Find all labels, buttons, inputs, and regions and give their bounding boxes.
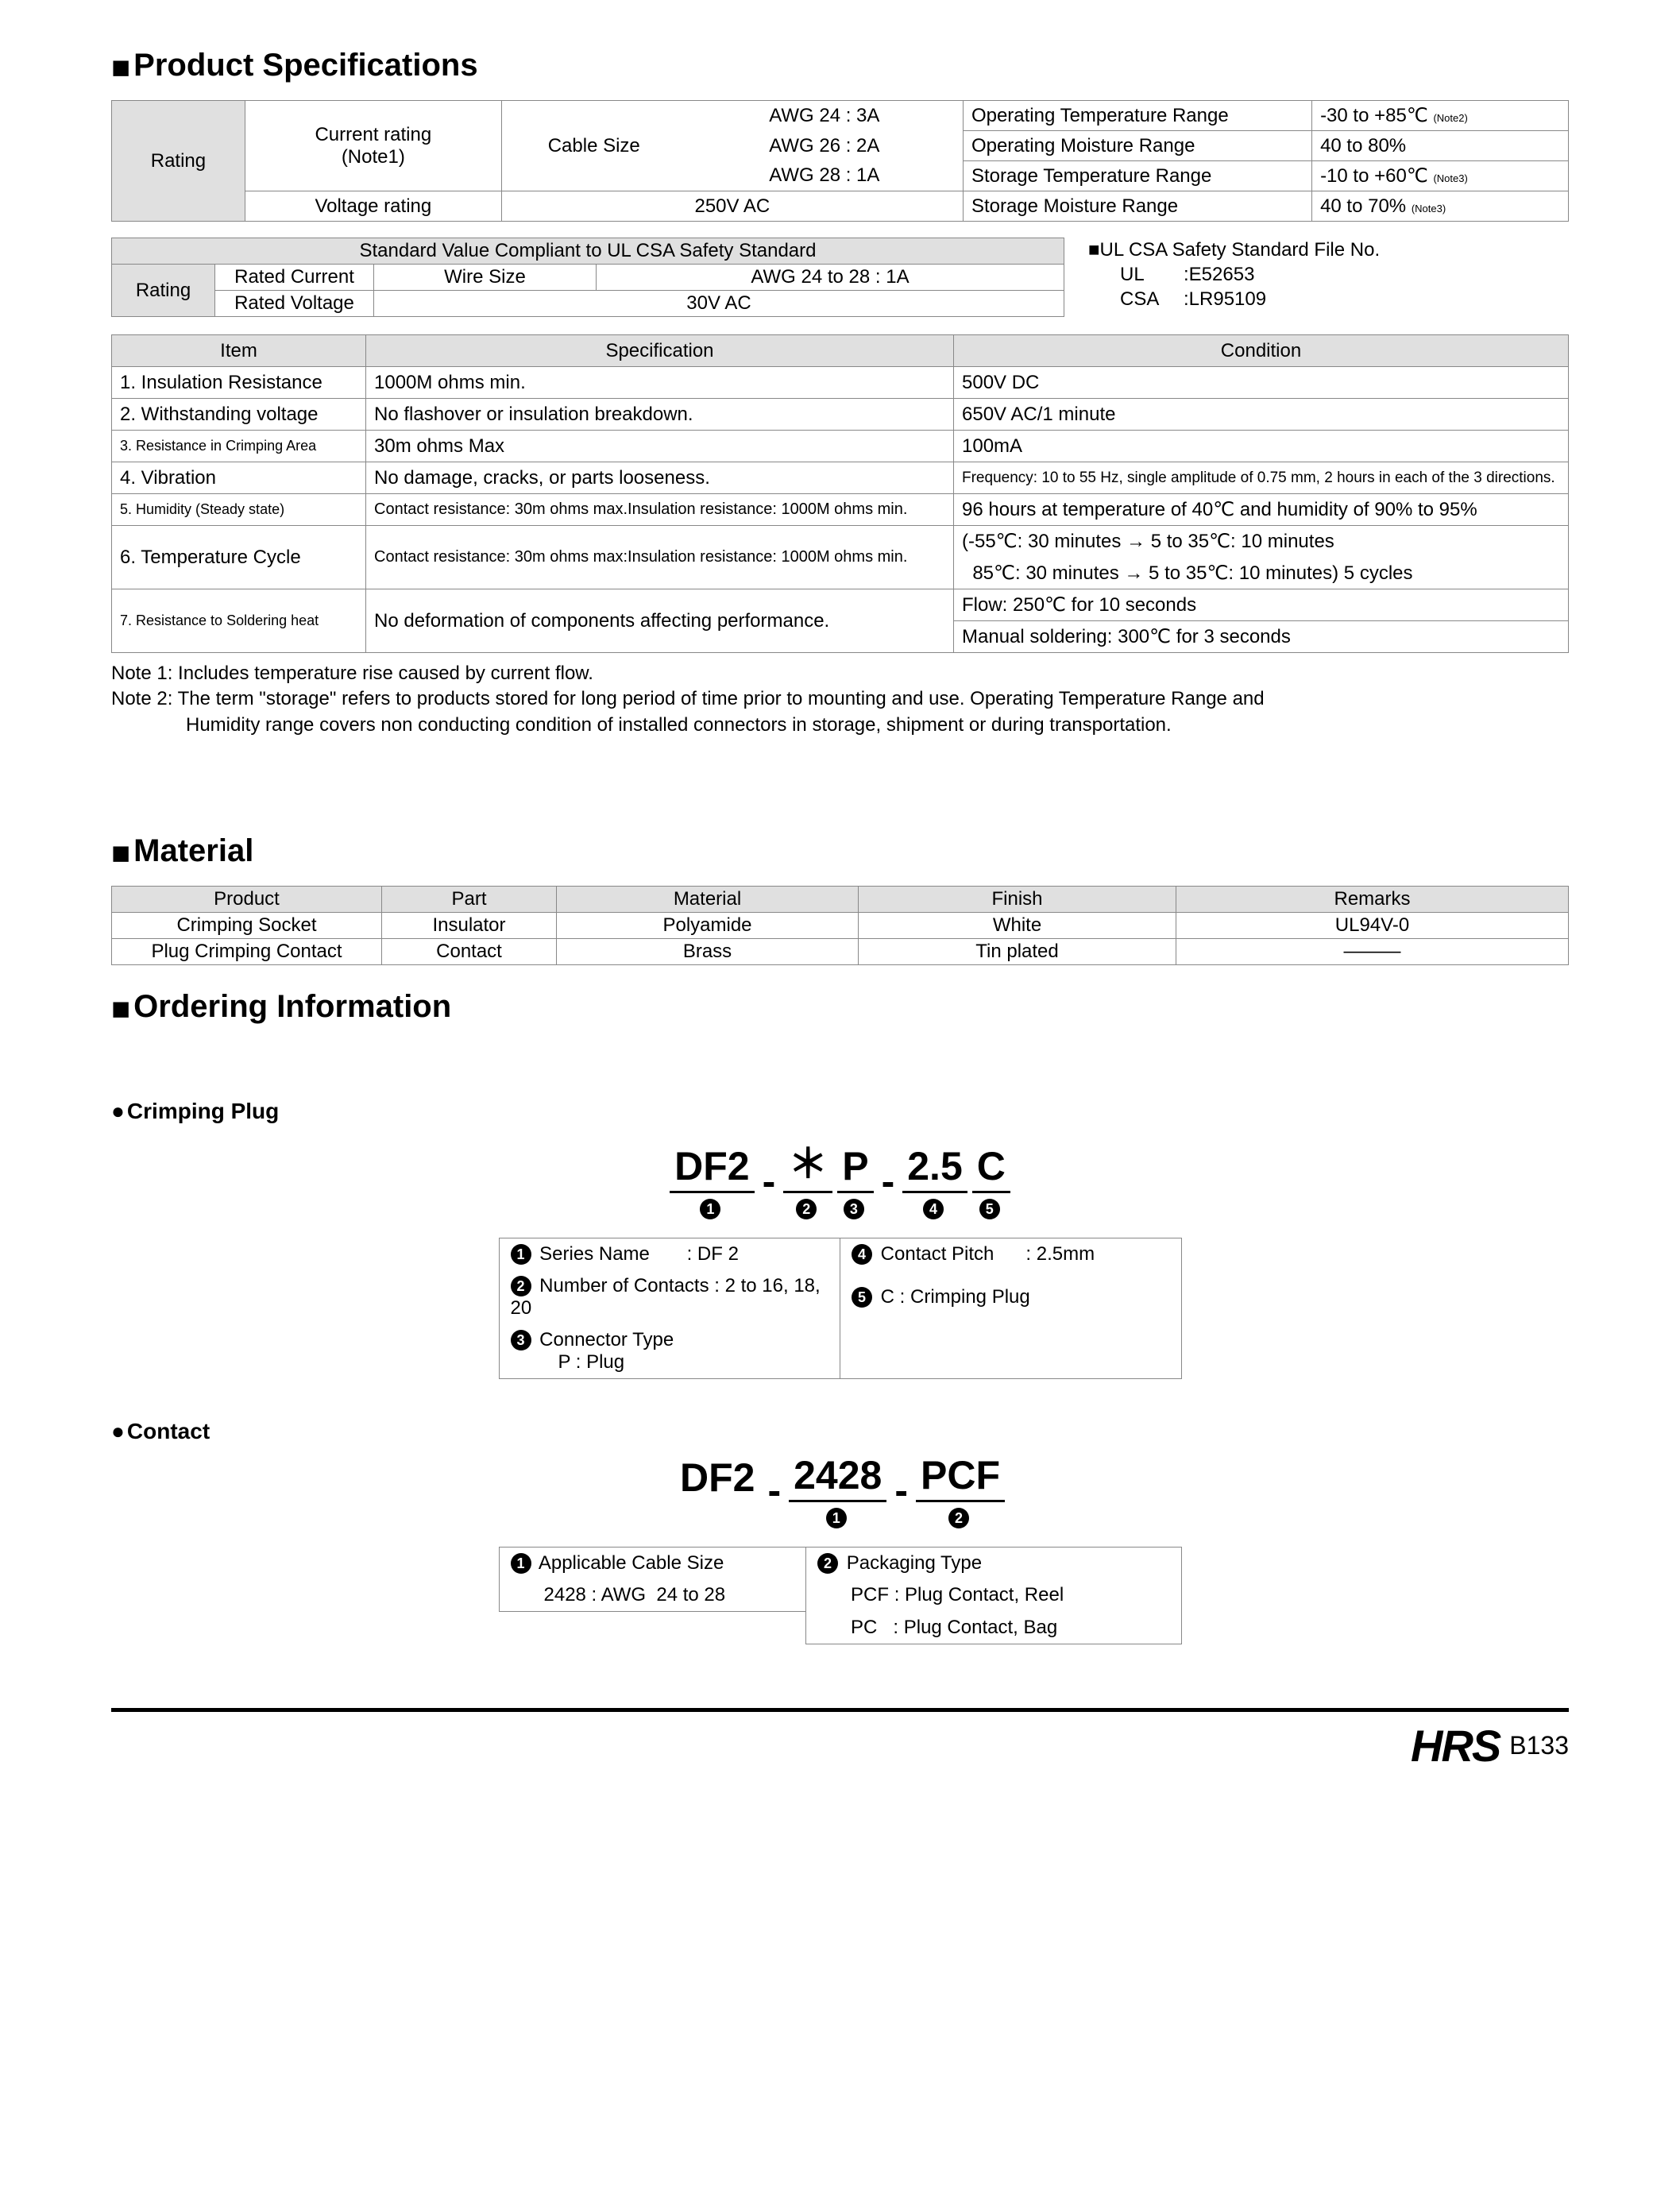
op-temp-val: -30 to +85℃ (Note2): [1312, 101, 1569, 131]
st-temp-label: Storage Temperature Range: [963, 161, 1311, 191]
contact-detail-table: 1 Applicable Cable Size 2 Packaging Type…: [499, 1547, 1182, 1644]
rating-table: Rating Current rating (Note1) Cable Size…: [111, 100, 1569, 222]
table-row: 3. Resistance in Crimping Area30m ohms M…: [112, 431, 1569, 462]
crimping-plug-code: DF21 - ＊2 P3 - 2.54 C5 1 Series Name : D…: [111, 1132, 1569, 1379]
spec-h-item: Item: [112, 335, 366, 367]
section-title-ordering: ■Ordering Information: [111, 989, 1569, 1027]
table-row: 2. Withstanding voltageNo flashover or i…: [112, 399, 1569, 431]
rated-voltage: Rated Voltage: [215, 291, 374, 317]
table-row: 6. Temperature Cycle Contact resistance:…: [112, 526, 1569, 558]
ulcsa-side-title: ■UL CSA Safety Standard File No.: [1088, 238, 1380, 262]
mat-h-finish: Finish: [859, 887, 1176, 913]
volt-val: 30V AC: [374, 291, 1064, 317]
voltage-value: 250V AC: [501, 191, 963, 222]
square-bullet-icon: ■: [111, 836, 130, 871]
note-1: Note 1: Includes temperature rise caused…: [111, 661, 1569, 686]
ulcsa-title: Standard Value Compliant to UL CSA Safet…: [112, 238, 1064, 265]
voltage-rating-label: Voltage rating: [245, 191, 501, 222]
ulcsa-rating: Rating: [112, 265, 215, 317]
table-row: 5. Humidity (Steady state)Contact resist…: [112, 494, 1569, 526]
square-bullet-icon: ■: [111, 50, 130, 86]
section-title-material: ■Material: [111, 833, 1569, 871]
ulcsa-table: Standard Value Compliant to UL CSA Safet…: [111, 238, 1064, 317]
material-text: Material: [133, 833, 253, 868]
page-footer: HRS B133: [111, 1708, 1569, 1772]
mat-h-remarks: Remarks: [1176, 887, 1569, 913]
table-row: Plug Crimping ContactContactBrassTin pla…: [112, 939, 1569, 965]
contact-code: DF2 - 24281 - PCF2 1 Applicable Cable Si…: [111, 1452, 1569, 1644]
mat-h-product: Product: [112, 887, 382, 913]
spec-h-spec: Specification: [366, 335, 954, 367]
page-number: B133: [1509, 1731, 1569, 1760]
current-rating-note: (Note1): [253, 146, 493, 168]
wire-size: Wire Size: [374, 265, 597, 291]
section-title-product-spec: ■Product Specifications: [111, 48, 1569, 86]
table-row: 7. Resistance to Soldering heat No defor…: [112, 589, 1569, 621]
mat-h-material: Material: [557, 887, 859, 913]
current-rating-cell: Current rating (Note1): [245, 101, 501, 191]
ordering-text: Ordering Information: [133, 989, 451, 1024]
st-moist-label: Storage Moisture Range: [963, 191, 1311, 222]
mat-h-part: Part: [382, 887, 557, 913]
contact-title: ●Contact: [111, 1419, 1569, 1444]
rated-current: Rated Current: [215, 265, 374, 291]
ulcsa-side: ■UL CSA Safety Standard File No. UL:E526…: [1088, 238, 1380, 312]
round-bullet-icon: ●: [111, 1419, 125, 1443]
ul-label: UL: [1120, 262, 1184, 287]
crimping-plug-title: ●Crimping Plug: [111, 1099, 1569, 1124]
current-rating-text: Current rating: [253, 124, 493, 146]
product-spec-text: Product Specifications: [133, 48, 477, 83]
hrs-logo: HRS: [1411, 1720, 1500, 1772]
ul-no: :E52653: [1184, 264, 1254, 285]
op-moist-val: 40 to 80%: [1312, 131, 1569, 161]
table-row: 4. VibrationNo damage, cracks, or parts …: [112, 462, 1569, 494]
notes: Note 1: Includes temperature rise caused…: [111, 661, 1569, 738]
cable-size-label: Cable Size: [501, 101, 686, 191]
table-row: Crimping SocketInsulatorPolyamideWhiteUL…: [112, 913, 1569, 939]
material-table: Product Part Material Finish Remarks Cri…: [111, 886, 1569, 965]
wire-val: AWG 24 to 28 : 1A: [597, 265, 1064, 291]
note-2b: Humidity range covers non conducting con…: [111, 713, 1569, 738]
op-temp-label: Operating Temperature Range: [963, 101, 1311, 131]
spec-h-cond: Condition: [954, 335, 1569, 367]
table-row: 1. Insulation Resistance1000M ohms min.5…: [112, 367, 1569, 399]
square-bullet-icon: ■: [111, 991, 130, 1027]
st-temp-val: -10 to +60℃ (Note3): [1312, 161, 1569, 191]
awg28: AWG 28 : 1A: [686, 161, 964, 191]
note-2a: Note 2: The term "storage" refers to pro…: [111, 686, 1569, 712]
csa-no: :LR95109: [1184, 288, 1266, 310]
round-bullet-icon: ●: [111, 1099, 125, 1123]
spec-table: Item Specification Condition 1. Insulati…: [111, 334, 1569, 653]
awg26: AWG 26 : 2A: [686, 131, 964, 161]
csa-label: CSA: [1120, 287, 1184, 311]
crimping-plug-detail-table: 1 Series Name : DF 2 4 Contact Pitch : 2…: [499, 1238, 1182, 1379]
op-moist-label: Operating Moisture Range: [963, 131, 1311, 161]
awg24: AWG 24 : 3A: [686, 101, 964, 131]
rating-label: Rating: [112, 101, 245, 222]
st-moist-val: 40 to 70% (Note3): [1312, 191, 1569, 222]
